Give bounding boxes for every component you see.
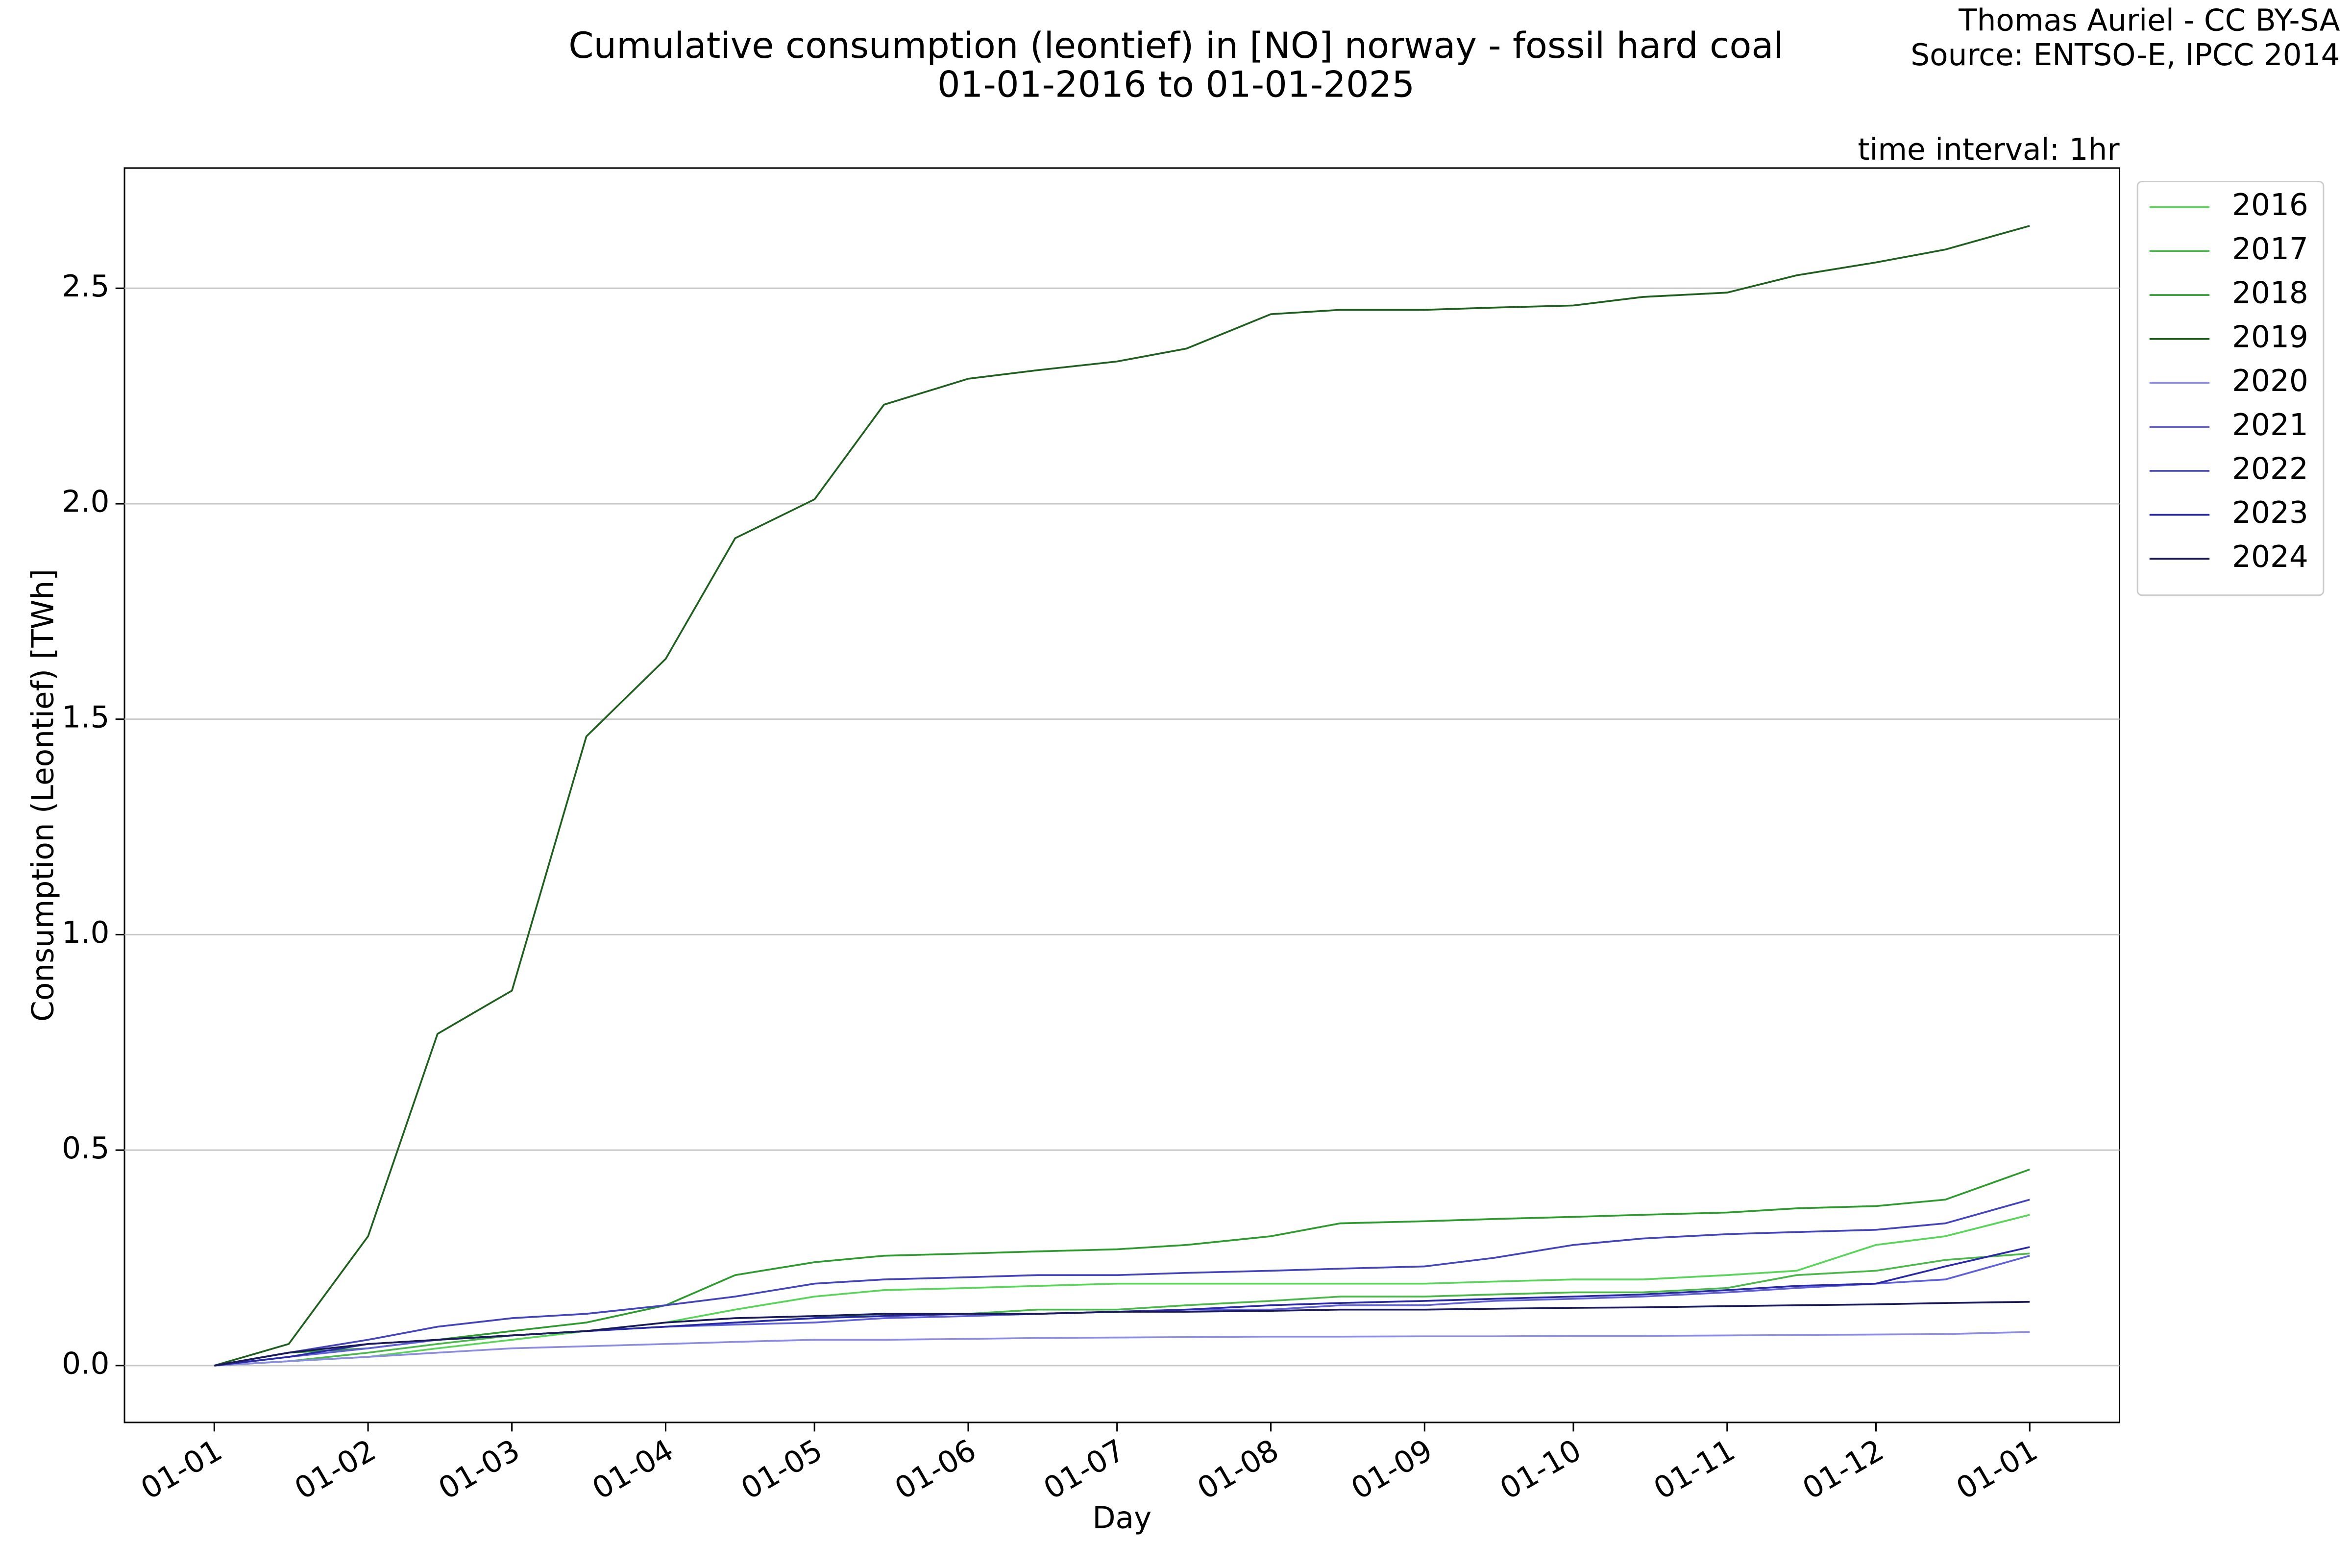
credit: Source: ENTSO-E, IPCC 2014 [1911,38,2340,73]
legend-label: 2020 [2232,364,2308,398]
annotation: time interval: 1hr [1858,132,2120,167]
credit: Thomas Auriel - CC BY-SA [1958,3,2340,38]
legend-box [2136,180,2325,596]
legend-label: 2019 [2232,319,2308,354]
legend-label: 2017 [2232,232,2308,267]
data-line [214,1331,2030,1367]
y-tick-label: 0.0 [62,1346,109,1381]
legend-label: 2024 [2232,539,2308,574]
y-tick-label: 0.5 [62,1131,109,1166]
plot-frame [123,167,2121,1423]
legend-label: 2021 [2232,408,2308,442]
legend-label: 2018 [2232,276,2308,311]
data-line [214,225,2030,1367]
y-tick-label: 2.0 [62,485,109,519]
y-tick-label: 1.0 [62,915,109,950]
data-line [214,1168,2030,1367]
legend-label: 2022 [2232,452,2308,487]
x-axis-label: Day [1092,1501,1152,1536]
chart-subtitle: 01-01-2016 to 01-01-2025 [937,64,1415,106]
y-tick-label: 2.5 [62,269,109,304]
data-line [214,1300,2030,1367]
y-axis-label: Consumption (Leontief) [TWh] [25,569,60,1022]
chart-title: Cumulative consumption (leontief) in [NO… [568,25,1784,67]
data-line [214,1214,2030,1367]
data-line [214,1199,2030,1367]
legend-label: 2023 [2232,495,2308,530]
legend-label: 2016 [2232,188,2308,222]
y-tick-label: 1.5 [62,700,109,735]
